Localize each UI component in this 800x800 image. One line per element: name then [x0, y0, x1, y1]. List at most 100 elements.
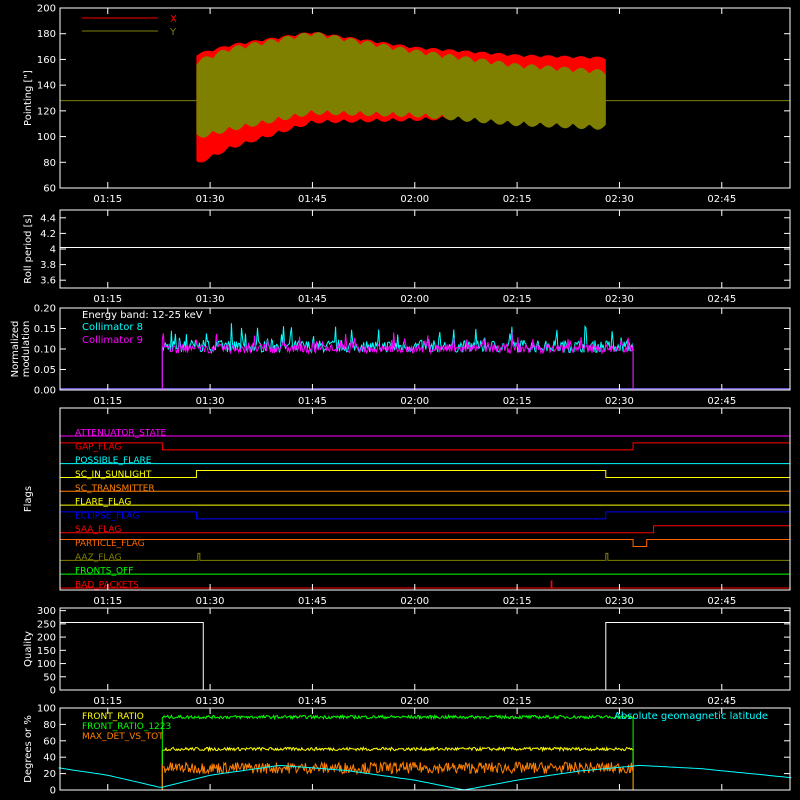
legend-label-y: Y [169, 27, 177, 38]
y-tick-label: 0.15 [34, 324, 56, 335]
flag-trace [60, 525, 790, 534]
y-tick-label: 40 [43, 753, 56, 764]
panel-frame-4 [59, 607, 791, 691]
y-tick-label: 300 [37, 606, 56, 617]
y-tick-label: 3.8 [40, 260, 56, 271]
x-tick-label: 01:15 [93, 696, 122, 707]
panel-frame-1 [59, 209, 791, 289]
y-axis-label: Flags [23, 486, 34, 512]
y-tick-label: 100 [37, 704, 56, 715]
y-tick-label: 100 [37, 659, 56, 670]
y-tick-label: 180 [37, 29, 56, 40]
series-front-ratio [161, 745, 634, 791]
y-tick-label: 0.10 [34, 345, 56, 356]
x-tick-label: 02:30 [605, 596, 634, 607]
y-tick-label: 50 [43, 672, 56, 683]
series-max-det-vs-tot [161, 760, 634, 791]
x-tick-label: 02:00 [400, 696, 429, 707]
y-tick-label: 160 [37, 55, 56, 66]
x-tick-label: 01:45 [298, 194, 327, 205]
flag-label: POSSIBLE_FLARE [75, 456, 152, 466]
y-tick-label: 80 [43, 720, 56, 731]
x-tick-label: 02:30 [605, 194, 634, 205]
x-tick-label: 02:15 [503, 396, 532, 407]
legend-label-collimator-8: Collimator 8 [82, 322, 143, 333]
y-axis-label: Roll period [s] [23, 214, 34, 283]
y-axis-label: Normalized [10, 321, 21, 378]
flag-label: AAZ_FLAG [75, 553, 122, 563]
flag-trace [60, 442, 790, 451]
x-tick-label: 01:15 [93, 194, 122, 205]
legend-label-geomagnetic-latitude: Absolute geomagnetic latitude [614, 711, 768, 722]
flag-label: FRONTS_OFF [75, 567, 133, 577]
panel-frame-5 [59, 707, 791, 791]
flag-label: SAA_FLAG [75, 525, 121, 535]
energy-band-label: Energy band: 12-25 keV [82, 310, 203, 321]
flag-trace [60, 552, 790, 561]
x-tick-label: 02:45 [707, 396, 736, 407]
y-tick-label: 0.20 [34, 304, 56, 315]
y-axis-label: modulation [21, 321, 32, 378]
legend-label-max-det-vs-tot: MAX_DET_VS_TOT [82, 732, 164, 742]
y-tick-label: 150 [37, 646, 56, 657]
x-tick-label: 02:15 [503, 596, 532, 607]
x-tick-label: 01:45 [298, 294, 327, 305]
x-tick-label: 02:00 [400, 294, 429, 305]
x-tick-label: 01:30 [196, 696, 225, 707]
series-front-ratio-1223 [161, 713, 634, 791]
legend-label-front-ratio: FRONT_RATIO [82, 712, 144, 722]
x-tick-label: 01:45 [298, 696, 327, 707]
flag-label: FLARE_FLAG [75, 498, 131, 508]
legend-label-front-ratio-1223: FRONT_RATIO_1223 [82, 722, 171, 732]
flag-label: ECLIPSE_FLAG [75, 511, 139, 521]
x-tick-label: 01:30 [196, 396, 225, 407]
y-tick-label: 0.00 [34, 386, 56, 397]
series-collimator-8 [161, 323, 634, 391]
flag-label: SC_TRANSMITTER [75, 484, 155, 494]
y-tick-label: 4 [50, 245, 56, 256]
series-collimator-9 [161, 332, 634, 391]
flag-label: SC_IN_SUNLIGHT [75, 470, 152, 480]
x-tick-label: 01:30 [196, 596, 225, 607]
x-tick-label: 02:15 [503, 294, 532, 305]
y-tick-label: 60 [43, 184, 56, 195]
x-tick-label: 02:00 [400, 396, 429, 407]
x-tick-label: 02:00 [400, 596, 429, 607]
x-tick-label: 02:30 [605, 396, 634, 407]
y-tick-label: 0 [50, 686, 56, 697]
series-geomagnetic-latitude [58, 764, 792, 791]
flag-label: BAD_PACKETS [75, 581, 139, 591]
y-tick-label: 80 [43, 158, 56, 169]
x-tick-label: 02:15 [503, 696, 532, 707]
x-tick-label: 01:45 [298, 396, 327, 407]
y-tick-label: 60 [43, 736, 56, 747]
legend-label-collimator-9: Collimator 9 [82, 335, 143, 346]
flag-trace [60, 511, 790, 520]
x-tick-label: 01:30 [196, 294, 225, 305]
panel-frame-3 [59, 407, 791, 591]
series-y-band [196, 32, 606, 138]
y-axis-label: Quality [23, 631, 34, 667]
y-tick-label: 250 [37, 619, 56, 630]
x-tick-label: 02:00 [400, 194, 429, 205]
y-tick-label: 4.4 [40, 213, 56, 224]
x-tick-label: 02:15 [503, 194, 532, 205]
y-tick-label: 200 [37, 633, 56, 644]
flag-label: GAP_FLAG [75, 442, 121, 452]
x-tick-label: 01:15 [93, 596, 122, 607]
x-tick-label: 02:45 [707, 596, 736, 607]
flag-trace [60, 580, 790, 589]
flag-label: ATTENUATOR_STATE [75, 429, 167, 439]
panel-frame-0 [59, 7, 791, 189]
y-tick-label: 3.6 [40, 276, 56, 287]
y-axis-label: Pointing ["] [23, 70, 34, 126]
x-tick-label: 02:45 [707, 194, 736, 205]
y-tick-label: 0 [50, 786, 56, 797]
x-tick-label: 02:45 [707, 294, 736, 305]
x-tick-label: 01:45 [298, 596, 327, 607]
legend-label-x: X [170, 14, 177, 25]
x-tick-label: 01:30 [196, 194, 225, 205]
y-tick-label: 0.05 [34, 365, 56, 376]
flag-label: PARTICLE_FLAG [75, 539, 145, 549]
